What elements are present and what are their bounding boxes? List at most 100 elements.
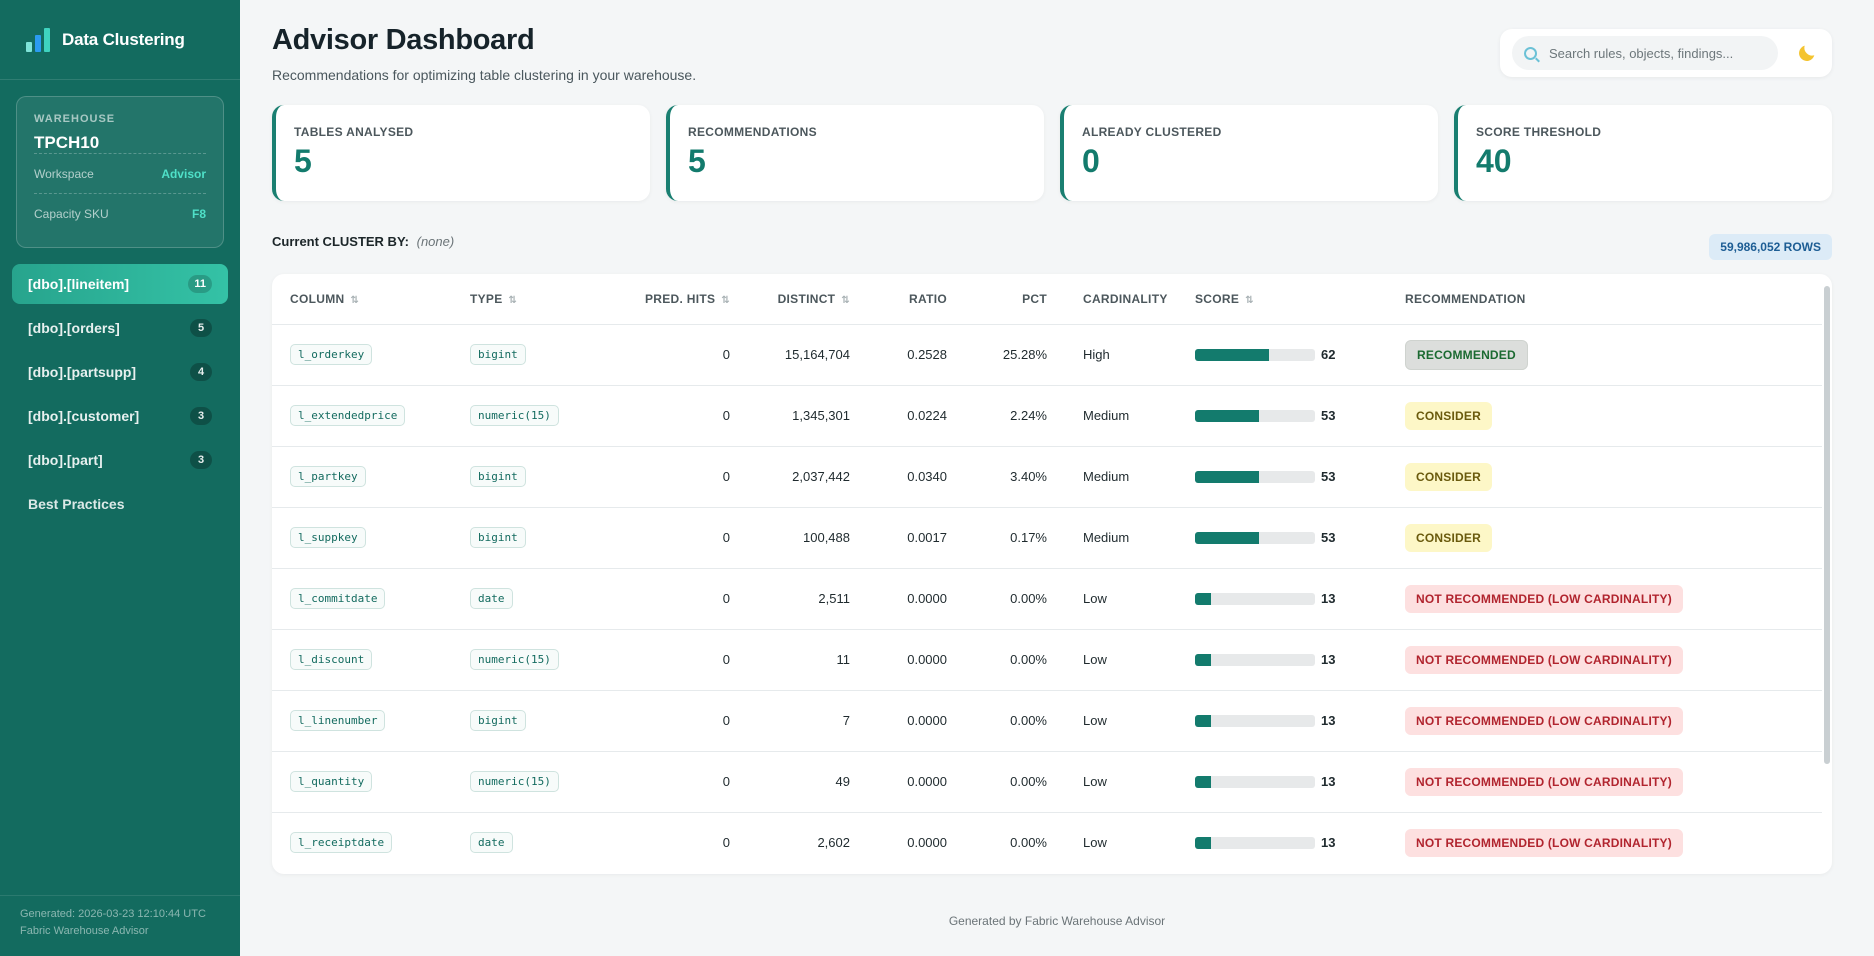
nav-item-lineitem[interactable]: [dbo].[lineitem] 11 [12,264,228,304]
stat-score-threshold: SCORE THRESHOLD 40 [1454,105,1832,201]
table-row: l_quantity numeric(15) 0 49 0.0000 0.00% Low 13… [272,751,1822,813]
sidebar-footer: Generated: 2026-03-23 12:10:44 UTC Fabri… [20,906,206,940]
pred-hits-cell: 0 [610,507,730,569]
distinct-cell: 2,602 [817,835,850,851]
search-icon [1524,46,1537,60]
stat-value: 40 [1476,143,1512,179]
generated-timestamp: Generated: 2026-03-23 12:10:44 UTC [20,908,206,920]
score-cell: 13 [1195,591,1405,606]
cardinality-cell: Low [1083,568,1195,630]
nav-item-count: 11 [188,275,212,293]
col-header-column[interactable]: COLUMN ⇅ [290,274,470,325]
type-chip: numeric(15) [470,405,559,426]
score-bar-fill [1195,348,1270,361]
row-count-badge: 59,986,052 ROWS [1709,234,1832,260]
nav-item-count: 5 [190,319,212,337]
current-cluster-by: Current CLUSTER BY: (none) [272,234,454,249]
nav-item-count: 3 [190,407,212,425]
column-name-chip: l_linenumber [290,710,386,731]
col-header-type[interactable]: TYPE ⇅ [470,274,610,325]
recommendation-badge: CONSIDER [1405,401,1492,430]
ratio-cell: 0.0017 [850,507,947,569]
col-header-pred-hits[interactable]: PRED. HITS ⇅ [610,274,730,325]
pct-cell: 25.28% [947,324,1047,386]
distinct-cell: 49 [730,751,850,813]
moon-icon[interactable] [1796,42,1818,64]
type-chip: date [470,588,513,609]
page-footer: Generated by Fabric Warehouse Advisor [948,914,1166,928]
score-value: 13 [1321,713,1336,728]
column-name-chip: l_discount [290,649,373,670]
sort-icon[interactable]: ⇅ [350,294,360,306]
recommendation-badge: CONSIDER [1405,462,1492,491]
score-bar [1195,470,1315,483]
nav-item-label: [dbo].[partsupp] [28,364,137,380]
pred-hits-cell: 0 [610,385,730,447]
sort-icon[interactable]: ⇅ [508,294,518,306]
warehouse-label: WAREHOUSE [34,113,116,125]
col-header-cardinality: CARDINALITY [1083,274,1195,325]
recommendation-badge: NOT RECOMMENDED (LOW CARDINALITY) [1405,767,1683,796]
score-bar-fill [1195,470,1259,483]
cardinality-cell: High [1083,324,1195,386]
nav-item-customer[interactable]: [dbo].[customer] 3 [12,396,228,436]
nav-best-practices[interactable]: Best Practices [28,496,125,512]
sort-icon[interactable]: ⇅ [1245,294,1254,306]
ratio-cell: 0.0000 [850,568,947,630]
cardinality-cell: Low [1083,629,1195,691]
distinct-cell: 1,345,301 [730,385,850,447]
pred-hits-cell: 0 [610,568,730,630]
nav-item-label: [dbo].[customer] [28,408,140,424]
recommendation-badge: NOT RECOMMENDED (LOW CARDINALITY) [1405,706,1683,735]
col-header-distinct[interactable]: DISTINCT ⇅ [730,274,850,325]
stat-label: SCORE THRESHOLD [1476,125,1602,139]
col-header-ratio: RATIO [850,274,947,325]
workspace-value: Advisor [161,166,206,181]
nav-item-part[interactable]: [dbo].[part] 3 [12,440,228,480]
nav-item-partsupp[interactable]: [dbo].[partsupp] 4 [12,352,228,392]
score-value: 13 [1321,835,1336,851]
capacity-sku-label: Capacity SKU [34,206,109,221]
pred-hits-cell: 0 [610,446,730,508]
search-input[interactable] [1549,45,1759,61]
score-value: 62 [1321,347,1336,362]
sidebar-footer-divider [0,895,240,896]
page-title: Advisor Dashboard [272,24,535,56]
score-cell: 13 [1195,835,1405,850]
col-header-pct: PCT [947,274,1047,325]
col-header-score[interactable]: SCORE ⇅ [1195,274,1405,325]
distinct-cell: 2,037,442 [730,446,850,508]
cardinality-cell: Low [1083,835,1107,851]
search-box[interactable] [1512,36,1778,70]
pred-hits-cell: 0 [610,629,730,691]
sort-icon[interactable]: ⇅ [721,294,730,306]
brand[interactable]: Data Clustering [0,0,240,80]
table-scrollbar[interactable] [1824,286,1830,764]
column-name-chip: l_extendedprice [290,405,406,426]
warehouse-sku-row: Capacity SKU F8 [34,193,206,233]
generated-by: Fabric Warehouse Advisor [20,925,149,937]
sort-icon[interactable]: ⇅ [841,294,850,306]
pred-hits-cell: 0 [722,835,730,851]
ratio-cell: 0.2528 [850,324,947,386]
pred-hits-cell: 0 [610,324,730,386]
capacity-sku-value: F8 [191,206,206,221]
columns-table: COLUMN ⇅ TYPE ⇅ PRED. HITS ⇅ DISTINCT ⇅ RATI… [272,274,1822,873]
stats-row: TABLES ANALYSED 5 RECOMMENDATIONS 5 ALRE… [272,105,1832,201]
col-header-recommendation: RECOMMENDATION [1405,274,1822,325]
score-bar-fill [1195,714,1211,727]
nav-item-orders[interactable]: [dbo].[orders] 5 [12,308,228,348]
column-name-chip: l_suppkey [290,527,366,548]
cluster-by-label: Current CLUSTER BY: [272,234,409,249]
score-bar-fill [1195,653,1211,666]
table-row: l_extendedprice numeric(15) 0 1,345,301 0.02… [272,385,1822,447]
table-row: l_receiptdate date 0 2,602 0.0000 0.00% Low 13 N… [272,812,1822,873]
score-bar [1195,714,1315,727]
ratio-cell: 0.0340 [850,446,947,508]
type-chip: numeric(15) [470,649,559,670]
type-chip: bigint [470,710,526,731]
pct-cell: 0.17% [947,507,1047,569]
table-header-row: COLUMN ⇅ TYPE ⇅ PRED. HITS ⇅ DISTINCT ⇅ RATI… [272,274,1822,325]
type-chip: bigint [470,466,526,487]
page-subtitle: Recommendations for optimizing table clu… [272,67,697,83]
